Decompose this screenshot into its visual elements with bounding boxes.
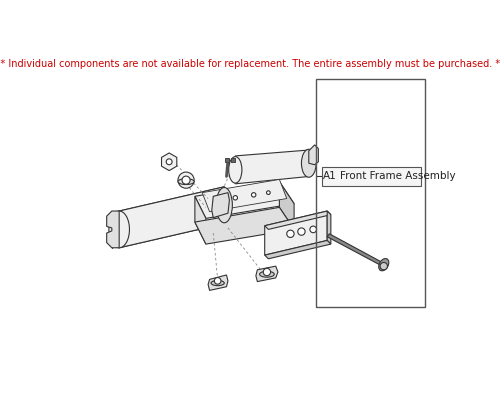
- Polygon shape: [236, 150, 309, 184]
- Polygon shape: [119, 187, 224, 248]
- Ellipse shape: [211, 280, 224, 286]
- Polygon shape: [195, 182, 294, 218]
- Ellipse shape: [260, 271, 274, 277]
- Circle shape: [263, 268, 270, 276]
- Polygon shape: [264, 211, 327, 255]
- Text: Front Frame Assembly: Front Frame Assembly: [340, 172, 456, 182]
- Text: A1: A1: [322, 172, 336, 182]
- Circle shape: [310, 226, 316, 233]
- Polygon shape: [264, 211, 331, 229]
- Polygon shape: [225, 158, 230, 162]
- Ellipse shape: [216, 188, 232, 223]
- Circle shape: [266, 191, 270, 194]
- Ellipse shape: [182, 176, 190, 184]
- Polygon shape: [264, 240, 331, 259]
- Bar: [316, 79, 425, 306]
- Polygon shape: [256, 266, 278, 282]
- Circle shape: [233, 196, 237, 200]
- Circle shape: [214, 278, 221, 284]
- Circle shape: [298, 228, 305, 235]
- Ellipse shape: [378, 258, 389, 271]
- Ellipse shape: [228, 157, 242, 183]
- Polygon shape: [106, 211, 119, 248]
- Polygon shape: [162, 153, 177, 171]
- Ellipse shape: [302, 149, 316, 177]
- Polygon shape: [327, 211, 331, 244]
- Text: *** Individual components are not available for replacement. The entire assembly: *** Individual components are not availa…: [0, 59, 500, 69]
- Ellipse shape: [178, 179, 194, 184]
- Polygon shape: [309, 145, 318, 165]
- Polygon shape: [208, 275, 228, 290]
- Circle shape: [286, 230, 294, 238]
- Bar: [322, 167, 421, 186]
- Polygon shape: [195, 196, 206, 244]
- Ellipse shape: [109, 211, 130, 248]
- Polygon shape: [280, 182, 294, 229]
- Circle shape: [166, 159, 172, 165]
- Polygon shape: [327, 234, 384, 266]
- Circle shape: [252, 193, 256, 197]
- Polygon shape: [212, 193, 230, 218]
- Ellipse shape: [178, 172, 194, 188]
- Circle shape: [380, 262, 388, 270]
- Polygon shape: [202, 180, 286, 212]
- Polygon shape: [195, 207, 294, 244]
- Polygon shape: [231, 158, 235, 162]
